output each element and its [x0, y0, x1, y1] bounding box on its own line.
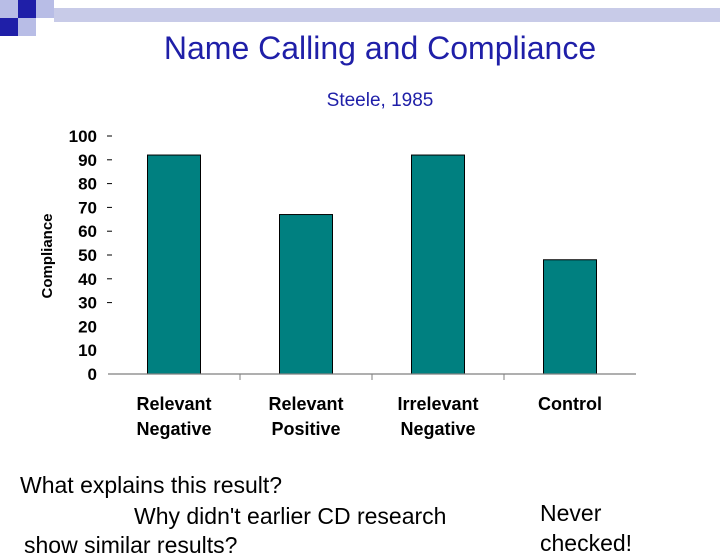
question-line-1: What explains this result?: [20, 472, 283, 498]
slide-title: Name Calling and Compliance: [163, 30, 597, 66]
question-line-3: show similar results?: [24, 532, 238, 558]
y-tick-label: 0: [88, 365, 97, 384]
x-tick-label: Positive: [271, 419, 340, 439]
x-tick-label: Relevant: [268, 394, 343, 414]
decor-square-dark-2: [0, 18, 18, 36]
decor-square-light: [0, 0, 18, 18]
corner-decoration: [0, 0, 720, 36]
x-tick-label: Negative: [136, 419, 211, 439]
y-tick-label: 100: [69, 127, 97, 146]
note-line-2: checked!: [540, 530, 633, 556]
bar: [147, 154, 201, 375]
y-tick-label: 50: [78, 246, 97, 265]
y-tick-label: 10: [78, 341, 97, 360]
question-line-2: Why didn't earlier CD research: [134, 503, 447, 529]
y-tick-label: 40: [78, 270, 97, 289]
y-tick-label: 60: [78, 222, 97, 241]
bar: [411, 154, 465, 375]
chart-subtitle: Steele, 1985: [326, 90, 434, 111]
y-tick-label: 20: [78, 317, 97, 336]
y-tick-label: 90: [78, 151, 97, 170]
x-tick-label: Relevant: [136, 394, 211, 414]
bar: [279, 214, 333, 375]
y-axis-label: Compliance: [39, 213, 56, 298]
decor-square-dark: [18, 0, 36, 18]
x-tick-label: Control: [538, 394, 602, 414]
y-tick-label: 30: [78, 294, 97, 313]
y-tick-label: 70: [78, 198, 97, 217]
decor-square-light-3: [18, 18, 36, 36]
x-axis: Relevant Negative Relevant Positive Irreleva…: [108, 373, 636, 439]
x-tick-label: Negative: [400, 419, 475, 439]
bar: [543, 259, 597, 375]
y-tick-label: 80: [78, 175, 97, 194]
bars: [147, 154, 597, 375]
decor-bar: [54, 8, 720, 22]
note-line-1: Never: [540, 500, 602, 526]
x-tick-label: Irrelevant: [397, 394, 478, 414]
decor-square-light-2: [36, 0, 54, 18]
y-axis: 0 10 20 30 40 50 60 70 80 90 100: [69, 127, 112, 384]
